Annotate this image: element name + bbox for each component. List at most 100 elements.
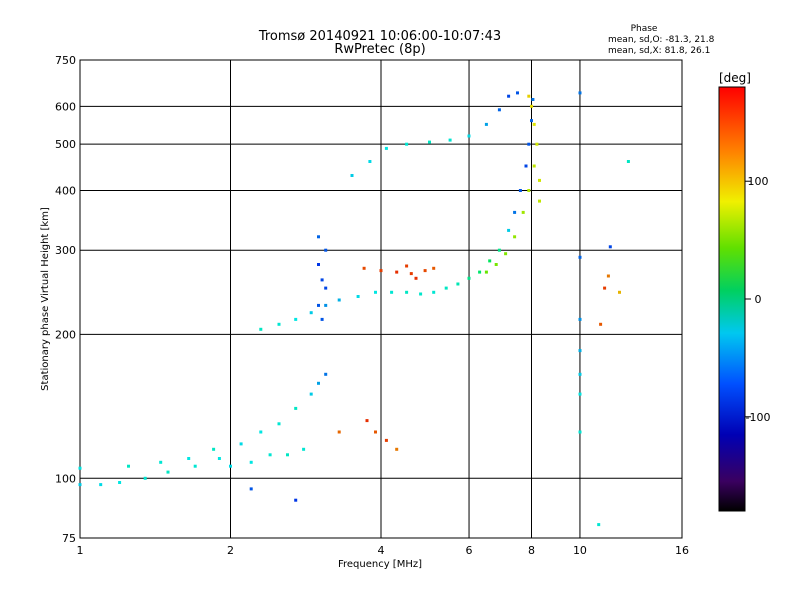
scatter-point: [239, 442, 243, 446]
scatter-point: [535, 142, 539, 146]
scatter-point: [212, 447, 216, 451]
stats-heading: Phase: [631, 24, 658, 34]
scatter-point: [578, 91, 582, 95]
scatter-point: [249, 460, 253, 464]
scatter-point: [286, 453, 289, 457]
scatter-point: [324, 303, 328, 307]
scatter-point: [608, 245, 612, 249]
scatter-point: [527, 142, 531, 146]
scatter-point: [409, 272, 413, 276]
scatter-point: [294, 498, 298, 502]
scatter-point: [578, 392, 582, 396]
scatter-point: [337, 430, 341, 434]
scatter-point: [390, 290, 394, 294]
scatter-point: [166, 470, 170, 474]
scatter-point: [597, 523, 601, 527]
scatter-point: [294, 317, 298, 321]
scatter-point: [309, 311, 313, 315]
scatter-point: [538, 178, 541, 182]
scatter-point: [143, 476, 147, 480]
y-tick-label: 400: [55, 184, 76, 197]
scatter-point: [268, 453, 272, 457]
scatter-point: [444, 286, 448, 290]
scatter-point: [484, 270, 488, 274]
colorbar-ticks: 100 0 -100: [745, 175, 770, 424]
scatter-point: [259, 327, 263, 331]
scatter-point: [324, 248, 328, 252]
scatter-point: [603, 286, 607, 290]
chart-title: Tromsø 20140921 10:06:00-10:07:43: [258, 29, 501, 44]
scatter-point: [317, 303, 320, 307]
scatter-point: [507, 228, 511, 232]
chart-subtitle: RwPretec (8p): [334, 42, 425, 57]
scatter-point: [419, 292, 423, 296]
scatter-point: [379, 269, 383, 273]
scatter-point: [467, 276, 471, 280]
x-tick-label: 16: [675, 544, 689, 557]
y-tick-label: 100: [55, 472, 76, 485]
scatter-point: [497, 108, 501, 112]
scatter-point: [484, 122, 488, 126]
scatter-point: [524, 164, 528, 168]
scatter-point: [337, 298, 341, 302]
scatter-point: [317, 263, 320, 266]
scatter-point: [294, 406, 298, 410]
scatter-point: [324, 372, 328, 376]
scatter-point: [578, 349, 582, 353]
y-tick-label: 75: [62, 532, 76, 545]
grid-lines: [80, 60, 682, 538]
colorbar-tick-label: -100: [746, 411, 771, 424]
scatter-point: [518, 189, 522, 192]
scatter-point: [530, 104, 533, 108]
scatter-point: [317, 235, 320, 239]
x-axis-label: Frequency [MHz]: [338, 559, 422, 570]
scatter-point: [277, 422, 281, 426]
scatter-point: [599, 322, 603, 326]
x-tick-label: 10: [573, 544, 587, 557]
scatter-point: [356, 295, 360, 298]
scatter-point: [405, 290, 409, 294]
scatter-point: [626, 160, 630, 163]
scatter-point: [606, 274, 610, 278]
scatter-point: [193, 464, 197, 468]
scatter-point: [513, 235, 517, 239]
scatter-point: [516, 91, 519, 95]
scatter-point: [384, 146, 388, 150]
colorbar-label: [deg]: [719, 71, 751, 85]
scatter-point: [504, 252, 508, 256]
scatter-point: [521, 210, 525, 214]
scatter-point: [530, 119, 533, 123]
scatter-point: [428, 140, 431, 144]
scatter-point: [159, 460, 163, 464]
colorbar-tick-label: 100: [748, 175, 769, 188]
y-axis-ticks: 75 100 200 300 400 500 600 750: [55, 54, 76, 545]
scatter-point: [538, 199, 541, 203]
scatter-point: [277, 322, 281, 326]
scatter-point: [229, 464, 232, 468]
x-tick-label: 4: [378, 544, 385, 557]
x-tick-label: 8: [528, 544, 535, 557]
y-tick-label: 500: [55, 138, 76, 151]
scatter-point: [488, 259, 492, 263]
scatter-point: [320, 278, 324, 282]
stats-x-mode: mean, sd,X: 81.8, 26.1: [608, 46, 710, 56]
x-tick-label: 1: [77, 544, 84, 557]
scatter-point: [99, 483, 103, 487]
scatter-point: [118, 481, 122, 484]
x-tick-label: 6: [466, 544, 473, 557]
scatter-point: [368, 160, 372, 163]
scatter-point: [507, 94, 511, 98]
scatter-point: [513, 210, 517, 214]
scatter-point: [350, 174, 354, 177]
scatter-point: [374, 430, 377, 434]
colorbar: [718, 86, 746, 512]
scatter-point: [578, 372, 582, 376]
scatter-point: [618, 290, 621, 294]
scatter-point: [423, 269, 427, 273]
scatter-point: [578, 317, 582, 321]
scatter-point: [497, 248, 501, 252]
x-axis-ticks: 1 2 4 6 8 10 16: [77, 544, 690, 557]
scatter-point: [362, 266, 366, 270]
scatter-point: [259, 430, 263, 434]
scatter-point: [320, 317, 324, 321]
